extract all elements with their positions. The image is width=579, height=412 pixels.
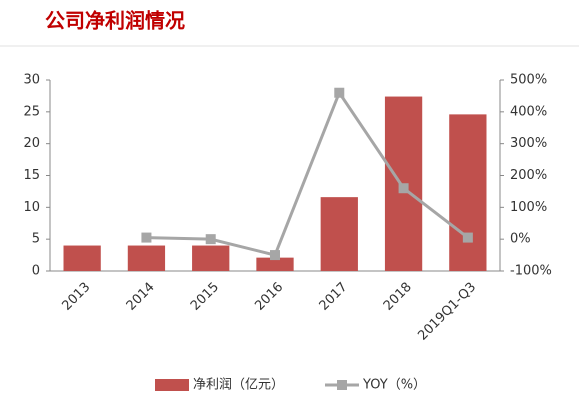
y-tick-label: 30 [23,73,40,88]
legend-label: YOY（%） [362,378,426,393]
x-tick-label: 2016 [252,280,286,314]
y2-tick-label: 200% [510,168,547,183]
chart-title: 公司净利润情况 [45,9,185,33]
legend-swatch [155,379,189,391]
marker [462,232,473,243]
x-tick-label: 2014 [124,280,158,314]
x-tick-label: 2015 [188,280,222,314]
x-tick-label: 2018 [381,280,415,314]
y-tick-label: 25 [23,104,40,119]
x-tick-label: 2019Q1-Q3 [415,280,479,344]
bar [63,245,101,271]
marker [398,183,409,194]
y2-tick-label: 100% [510,200,547,215]
bar [320,197,358,271]
y-tick-label: 5 [32,232,40,247]
y-tick-label: 0 [32,264,40,279]
legend-label: 净利润（亿元） [193,378,284,393]
y-tick-label: 10 [23,200,40,215]
bar [192,245,230,271]
line [146,89,469,257]
marker [270,250,280,261]
marker [205,234,216,245]
bar [127,245,166,271]
legend-swatch [337,380,347,390]
y2-tick-label: 500% [510,73,547,88]
y2-tick-label: -100% [510,264,552,279]
bar [256,257,294,271]
marker [334,87,345,98]
bar [449,114,487,271]
y-tick-label: 20 [23,136,40,151]
y2-tick-label: 0% [510,232,531,247]
y2-tick-label: 300% [510,136,547,151]
y-tick-label: 15 [23,168,40,183]
x-tick-label: 2013 [59,280,93,314]
marker [141,232,152,243]
y2-tick-label: 400% [510,104,547,119]
x-tick-label: 2017 [317,280,351,314]
